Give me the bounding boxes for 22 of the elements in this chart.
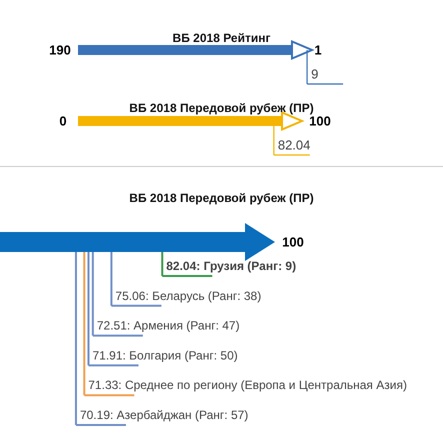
category-label: Азербайджан (Ранг: 57) (116, 408, 248, 422)
data-label: 75.06: (115, 288, 149, 303)
data-label: 70.19: (80, 408, 114, 422)
data-label: 82.04 (278, 138, 310, 152)
text: 190 (49, 42, 71, 58)
text: 0 (59, 114, 67, 128)
data-label: 72.51: (96, 318, 130, 333)
category-label: Среднее по региону (Европа и Центральная Азия) (124, 378, 407, 392)
text: 100 (309, 114, 331, 128)
data-label: 9 (311, 66, 318, 82)
text: ВБ 2018 Передовой рубеж (ПР) (129, 191, 314, 205)
data-label: 71.91: (92, 348, 126, 362)
category-label: Беларусь (Ранг: 38) (152, 288, 262, 303)
text: ВБ 2018 Передовой рубеж (ПР) (129, 101, 314, 115)
text: 100 (282, 234, 304, 250)
category-label: Армения (Ранг: 47) (134, 318, 240, 333)
text: ВБ 2018 Рейтинг (172, 31, 270, 45)
category-label: Грузия (Ранг: 9) (204, 259, 296, 273)
text: 1 (314, 42, 322, 58)
category-label: Болгария (Ранг: 50) (129, 348, 238, 362)
data-label: 82.04: (166, 259, 200, 273)
data-label: 71.33: (88, 378, 122, 392)
